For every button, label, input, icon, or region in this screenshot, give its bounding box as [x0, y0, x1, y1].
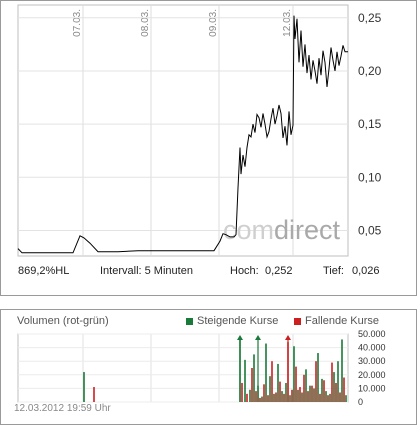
volume-tick-label: 40.000 — [358, 343, 386, 353]
volume-bar — [325, 391, 327, 402]
volume-peak-arrow — [237, 335, 243, 340]
low-label: Tief: — [323, 265, 344, 277]
volume-bar — [313, 388, 315, 402]
volume-bar — [343, 377, 345, 402]
legend-rising-swatch — [186, 317, 193, 325]
volume-bar — [331, 362, 333, 402]
watermark-logo: comdirect — [223, 215, 341, 245]
volume-bar — [339, 392, 341, 402]
y-tick-label: 0,20 — [358, 64, 382, 78]
volume-bar — [275, 392, 277, 402]
y-tick-label: 0,10 — [358, 170, 382, 184]
y-tick-label: 0,05 — [358, 223, 382, 237]
timestamp: 12.03.2012 19:59 Uhr — [14, 403, 111, 414]
volume-bar — [93, 387, 95, 402]
volume-bar — [299, 387, 301, 402]
high-label: Hoch: — [230, 265, 259, 277]
watermark-light: com — [223, 215, 274, 245]
volume-bar — [291, 389, 293, 402]
day-label: 12.03. — [282, 9, 293, 37]
legend-falling-label: Fallende Kurse — [305, 315, 379, 327]
volume-bar — [255, 391, 257, 402]
low-value: 0,026 — [352, 265, 380, 277]
volume-bar — [269, 376, 271, 402]
volume-bar — [303, 374, 305, 402]
volume-tick-label: 20.000 — [358, 370, 386, 380]
day-label: 09.03. — [208, 9, 219, 37]
volume-peak-arrow — [285, 335, 291, 340]
volume-bar — [329, 393, 331, 402]
volume-bar — [271, 361, 273, 402]
volume-bar — [285, 382, 287, 402]
volume-bar — [251, 368, 253, 402]
volume-bar — [333, 372, 335, 402]
volume-bar — [327, 395, 329, 402]
volume-bar — [267, 395, 269, 402]
y-tick-label: 0,15 — [358, 117, 382, 131]
volume-bar — [341, 339, 343, 402]
interval-label: Intervall: 5 Minuten — [100, 265, 193, 277]
watermark-dark: direct — [274, 215, 341, 245]
volume-bar — [297, 389, 299, 402]
volume-bar — [305, 369, 307, 402]
legend-falling: Fallende Kurse — [294, 315, 379, 327]
volume-bar — [261, 396, 263, 402]
volume-tick-label: 50.000 — [358, 329, 386, 339]
volume-bar — [335, 382, 337, 402]
change-percent: 869,2%HL — [18, 265, 70, 277]
legend-rising-label: Steigende Kurse — [197, 315, 279, 327]
legend-falling-swatch — [294, 317, 301, 325]
volume-bar — [323, 380, 325, 402]
volume-bar — [253, 354, 255, 402]
volume-bar — [244, 359, 246, 402]
volume-bar — [337, 361, 339, 402]
volume-title: Volumen (rot-grün) — [17, 315, 109, 327]
volume-tick-label: 30.000 — [358, 356, 386, 366]
price-line — [17, 15, 348, 254]
volume-bar — [249, 389, 251, 402]
volume-peak-arrow — [255, 335, 261, 340]
volume-bar — [293, 346, 295, 402]
volume-chart: 0 10.000 20.000 30.000 40.000 50.000 — [17, 329, 386, 407]
volume-bar — [263, 384, 265, 402]
high-value: 0,252 — [265, 265, 293, 277]
price-chart: 07.03. 08.03. 09.03. 12.03. 0,05 0,10 0,15 0,20… — [17, 4, 382, 257]
volume-bar — [309, 385, 311, 402]
volume-bar — [301, 392, 303, 402]
volume-bar — [273, 393, 275, 402]
volume-bar — [277, 363, 279, 402]
volume-bar — [317, 353, 319, 402]
volume-bar — [315, 361, 317, 402]
y-tick-label: 0,25 — [358, 11, 382, 25]
volume-bar — [295, 366, 297, 402]
volume-bar — [311, 385, 313, 402]
price-chart-panel: 07.03. 08.03. 09.03. 12.03. 0,05 0,10 0,15 0,20… — [0, 0, 417, 296]
volume-bar — [246, 393, 248, 402]
volume-bar — [289, 395, 291, 402]
day-label: 08.03. — [140, 9, 151, 37]
volume-bar — [279, 381, 281, 402]
volume-bar — [265, 343, 267, 402]
volume-tick-label: 10.000 — [358, 383, 386, 393]
volume-bar — [319, 393, 321, 402]
day-label: 07.03. — [72, 9, 83, 37]
volume-tick-label: 0 — [358, 397, 363, 407]
volume-bar — [241, 382, 243, 402]
legend-rising: Steigende Kurse — [186, 315, 278, 327]
volume-bar — [283, 393, 285, 402]
volume-chart-panel: Volumen (rot-grün) Steigende Kurse Falle… — [0, 309, 417, 425]
volume-bar — [345, 395, 347, 402]
volume-bar — [259, 397, 261, 402]
volume-bar — [321, 378, 323, 402]
volume-bar — [307, 391, 309, 402]
volume-bar — [83, 372, 85, 402]
volume-bar — [281, 391, 283, 402]
